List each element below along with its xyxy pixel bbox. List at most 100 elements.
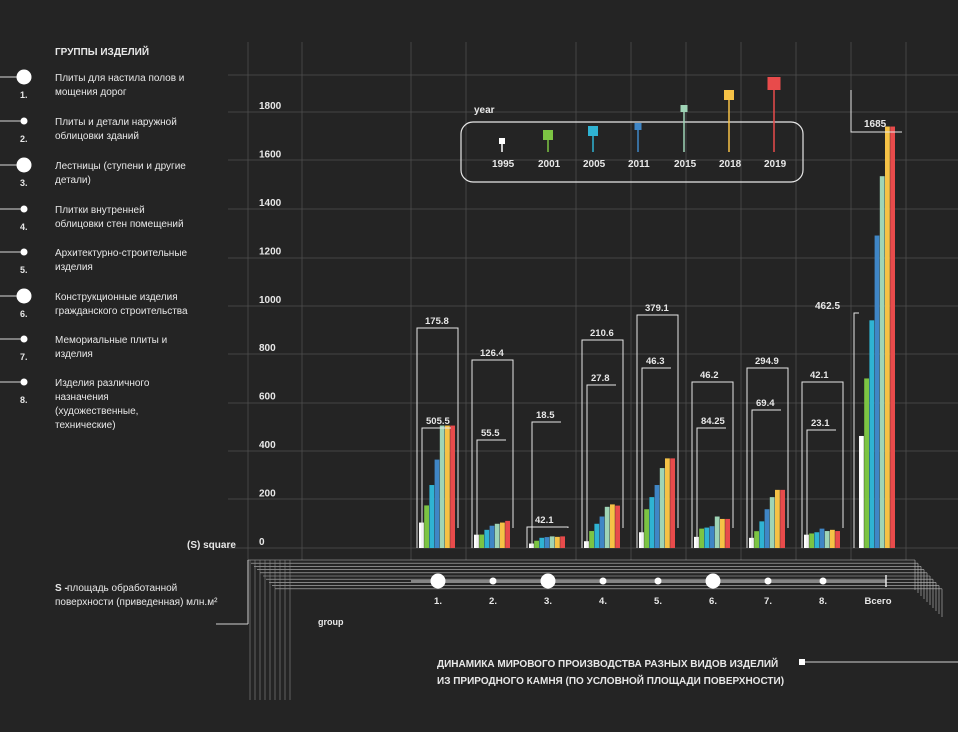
bar-2-2015 — [494, 523, 500, 548]
year-label: 2018 — [719, 159, 742, 170]
x-tick-label: 8. — [819, 596, 827, 607]
annotation-label: 23.1 — [811, 418, 830, 429]
x-tick-label: 3. — [544, 596, 552, 607]
bar-8-2019 — [835, 531, 840, 548]
x-tick-label: 7. — [764, 596, 772, 607]
footnote-line1: площадь обработанной — [67, 582, 177, 594]
year-marker-2019 — [767, 77, 781, 90]
bar-9-2015 — [879, 176, 885, 548]
legend-label: облицовки стен помещений — [55, 218, 184, 230]
year-label: 1995 — [492, 159, 515, 170]
bar-1-2015 — [439, 425, 445, 548]
legend-number: 2. — [20, 134, 28, 144]
bar-5-2011 — [654, 485, 660, 548]
annotation-label: 55.5 — [481, 428, 500, 439]
bar-8-2015 — [824, 531, 830, 548]
bar-5-2018 — [665, 458, 670, 548]
bar-9-2001 — [864, 378, 869, 548]
bar-5-2005 — [649, 497, 655, 548]
bar-5-2001 — [644, 509, 649, 548]
bracket — [691, 381, 734, 548]
bar-6-2005 — [704, 527, 710, 548]
bracket — [746, 367, 789, 548]
bracket — [751, 409, 781, 548]
bar-6-2011 — [709, 526, 715, 548]
y-tick-labels: 0 200 400 600 800 1000 1200 1400 1600 1800 — [259, 101, 282, 548]
year-legend-frame — [460, 121, 804, 183]
footer-title-line1: ДИНАМИКА МИРОВОГО ПРОИЗВОДСТВА РАЗНЫХ ВИ… — [437, 657, 778, 670]
legend-label: Плиты и детали наружной — [55, 117, 177, 128]
footnote-bold: S - — [55, 583, 68, 594]
bar-8-2005 — [814, 532, 820, 548]
legend-number: 1. — [20, 90, 28, 100]
x-marker-6 — [705, 573, 721, 589]
bar-9-2018 — [885, 126, 890, 549]
bar-9-2019 — [890, 126, 895, 549]
legend-label: Плитки внутренней — [55, 205, 145, 216]
x-marker-8 — [819, 577, 827, 585]
annotations: 175.8 505.5 126.4 55.5 42.1 18.5 210.6 27.8 379.… — [416, 90, 902, 548]
bar-8-2011 — [819, 528, 825, 548]
legend-label: Лестницы (ступени и другие — [55, 161, 186, 172]
bar-8-2001 — [809, 533, 814, 548]
annotation-label: 84.25 — [701, 416, 725, 427]
bar-6-2018 — [720, 518, 725, 548]
bar-4-2018 — [610, 504, 615, 548]
legend-label: Плиты для настила полов и — [55, 73, 184, 84]
bracket — [531, 421, 561, 548]
x-marker-4 — [599, 577, 607, 585]
y-tick-label: 600 — [259, 392, 276, 403]
y-tick-label: 1200 — [259, 246, 282, 257]
bar-2-2001 — [479, 534, 484, 548]
x-axis-label: group — [318, 617, 344, 627]
group-legend: 1. Плиты для настила полов и мощения дорог… — [0, 69, 188, 431]
bar-1-2005 — [429, 485, 435, 548]
bar-8-2018 — [830, 529, 835, 548]
bracket — [471, 359, 514, 548]
year-marker-2005 — [588, 126, 598, 136]
y-axis-label: (S) square — [187, 540, 236, 551]
x-tick-label: 1. — [434, 596, 442, 607]
legend-label: Архитектурно-строительные — [55, 248, 188, 259]
legend-marker — [16, 69, 32, 85]
bar-9-2011 — [874, 235, 880, 549]
y-tick-label: 1000 — [259, 295, 282, 306]
legend-marker — [20, 335, 28, 343]
chart-grid — [228, 42, 958, 560]
year-legend: year 1995 2001 2005 2011 2015 2018 2019 — [460, 77, 804, 183]
legend-marker — [20, 117, 28, 125]
annotation-label: 42.1 — [810, 370, 829, 381]
bar-1-2001 — [424, 505, 429, 548]
annotation-label: 27.8 — [591, 373, 610, 384]
legend-label: (художественные, — [55, 406, 138, 417]
bracket — [853, 312, 859, 548]
year-marker-2015 — [680, 105, 688, 112]
x-marker-5 — [654, 577, 662, 585]
y-tick-label: 1800 — [259, 101, 282, 112]
bar-9-1995 — [859, 435, 864, 548]
bar-7-2005 — [759, 521, 765, 548]
bar-3-2005 — [539, 537, 545, 548]
bracket — [806, 429, 836, 548]
bar-5-2015 — [659, 468, 665, 548]
annotation-label: 379.1 — [645, 303, 669, 314]
bar-6-1995 — [694, 536, 699, 548]
bar-7-2001 — [754, 531, 759, 548]
decorative-lines — [216, 559, 943, 700]
annotation-label: 462.5 — [815, 301, 840, 312]
legend-label: облицовки зданий — [55, 130, 139, 142]
legend-title: ГРУППЫ ИЗДЕЛИЙ — [55, 45, 149, 58]
legend-label: Конструкционные изделия — [55, 292, 178, 303]
legend-marker — [20, 205, 28, 213]
bar-3-1995 — [529, 543, 534, 548]
year-label: 2019 — [764, 159, 787, 170]
x-marker-2 — [489, 577, 497, 585]
year-marker-2018 — [724, 90, 734, 100]
bar-4-2001 — [589, 531, 594, 548]
y-tick-label: 1600 — [259, 149, 282, 160]
bar-2-1995 — [474, 534, 479, 548]
bracket — [636, 314, 679, 548]
year-marker-2011 — [634, 123, 642, 130]
bar-4-2011 — [599, 516, 605, 548]
bracket — [421, 427, 451, 548]
